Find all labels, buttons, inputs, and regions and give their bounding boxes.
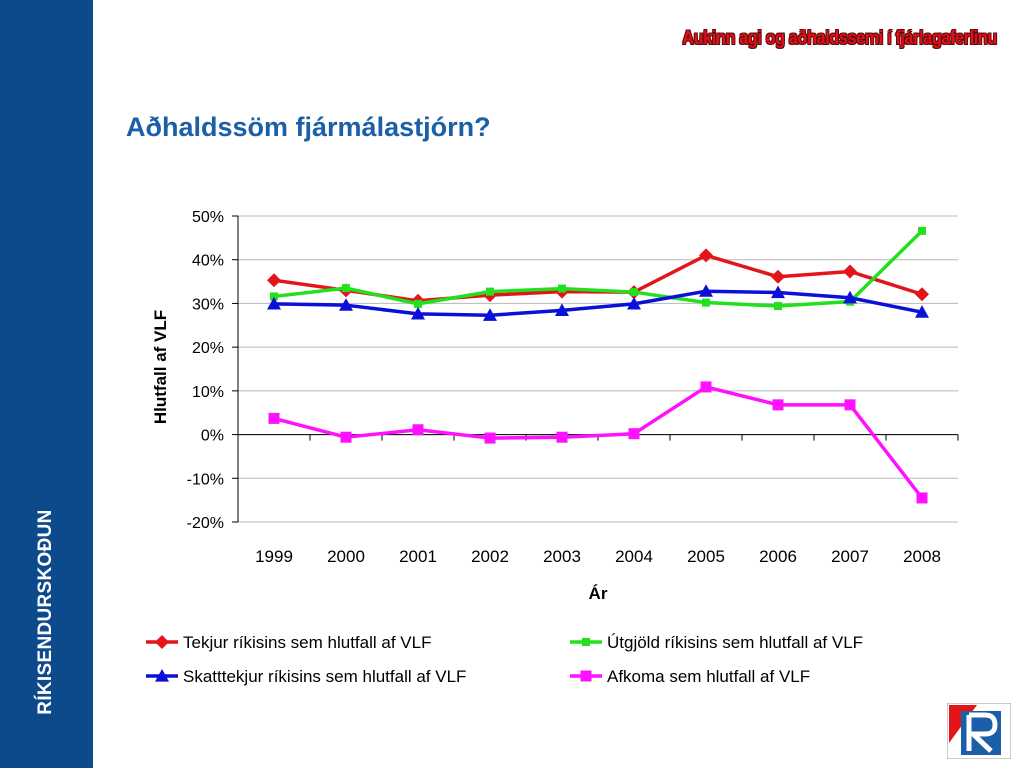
legend-label: Tekjur ríkisins sem hlutfall af VLF bbox=[183, 633, 431, 652]
legend-swatch-marker bbox=[582, 638, 590, 646]
series-line-2 bbox=[273, 289, 923, 317]
x-tick-label: 2007 bbox=[831, 547, 869, 566]
data-point-1 bbox=[918, 226, 926, 235]
data-point-1 bbox=[414, 299, 422, 308]
legend-swatch-marker bbox=[155, 635, 169, 649]
sidebar: RÍKISENDURSKOÐUN bbox=[0, 0, 93, 768]
legend-swatch-marker bbox=[155, 669, 169, 682]
data-point-2 bbox=[555, 303, 569, 317]
y-tick-label: 20% bbox=[192, 340, 224, 357]
x-tick-label: 2003 bbox=[543, 547, 581, 566]
y-tick-label: 0% bbox=[201, 428, 224, 445]
data-point-3 bbox=[484, 432, 496, 444]
legend-swatch-marker bbox=[580, 670, 592, 682]
data-point-2 bbox=[483, 308, 497, 321]
data-point-0 bbox=[843, 264, 857, 279]
x-tick-label: 2005 bbox=[687, 547, 725, 566]
x-tick-label: 2006 bbox=[759, 547, 797, 566]
x-axis-title: Ár bbox=[589, 584, 608, 603]
x-tick-label: 2004 bbox=[615, 547, 653, 566]
data-point-1 bbox=[630, 288, 638, 297]
data-point-0 bbox=[771, 269, 785, 284]
series-line-1 bbox=[273, 229, 924, 308]
data-point-3 bbox=[556, 431, 568, 443]
data-point-1 bbox=[270, 292, 278, 301]
data-point-1 bbox=[774, 302, 782, 311]
y-tick-label: 30% bbox=[192, 296, 224, 313]
legend-label: Afkoma sem hlutfall af VLF bbox=[607, 667, 810, 686]
series-line-3 bbox=[273, 385, 924, 500]
data-point-2 bbox=[411, 306, 425, 320]
y-axis-title: Hlutfall af VLF bbox=[151, 310, 170, 424]
data-point-3 bbox=[340, 431, 352, 443]
x-tick-label: 2000 bbox=[327, 547, 365, 566]
x-tick-label: 2001 bbox=[399, 547, 437, 566]
data-point-3 bbox=[916, 492, 928, 504]
data-point-2 bbox=[915, 305, 929, 318]
data-point-2 bbox=[267, 296, 281, 310]
header-tagline: Aukinn agi og aðhaldssemi í fjárlagaferl… bbox=[682, 28, 997, 49]
data-point-2 bbox=[339, 298, 353, 311]
data-point-1 bbox=[342, 284, 350, 293]
data-point-1 bbox=[558, 284, 566, 293]
data-point-2 bbox=[771, 285, 785, 299]
data-point-2 bbox=[699, 284, 713, 297]
x-tick-label: 2002 bbox=[471, 547, 509, 566]
x-tick-label: 1999 bbox=[255, 547, 293, 566]
page-title: Aðhaldssöm fjármálastjórn? bbox=[126, 112, 491, 142]
data-point-2 bbox=[627, 296, 641, 310]
data-point-3 bbox=[772, 399, 784, 411]
data-point-2 bbox=[843, 290, 857, 304]
y-tick-label: 50% bbox=[192, 209, 224, 226]
data-point-1 bbox=[702, 298, 710, 307]
legend-label: Skatttekjur ríkisins sem hlutfall af VLF bbox=[183, 667, 466, 686]
data-point-3 bbox=[268, 412, 280, 424]
y-tick-label: -20% bbox=[187, 515, 224, 532]
y-tick-label: 10% bbox=[192, 384, 224, 401]
data-point-1 bbox=[486, 287, 494, 296]
y-tick-label: 40% bbox=[192, 253, 224, 270]
data-point-3 bbox=[628, 428, 640, 440]
data-point-3 bbox=[412, 424, 424, 436]
data-point-0 bbox=[699, 248, 713, 263]
data-point-0 bbox=[267, 273, 281, 288]
legend-label: Útgjöld ríkisins sem hlutfall af VLF bbox=[607, 633, 863, 652]
y-tick-label: -10% bbox=[187, 471, 224, 488]
rikisendurskodun-logo bbox=[947, 703, 1011, 759]
data-point-3 bbox=[844, 399, 856, 411]
data-point-0 bbox=[915, 287, 929, 302]
data-point-3 bbox=[700, 381, 712, 393]
x-tick-label: 2008 bbox=[903, 547, 941, 566]
